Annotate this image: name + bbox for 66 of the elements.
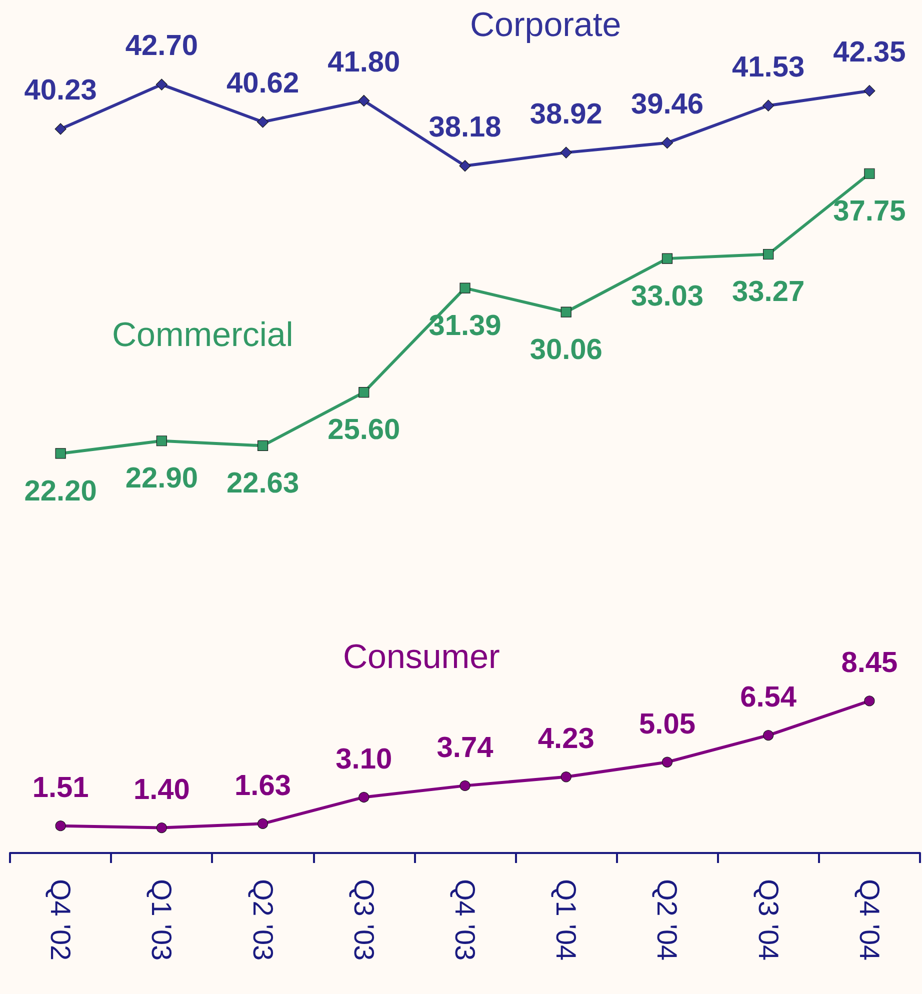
data-label: 42.70: [125, 30, 198, 62]
data-label: 38.92: [530, 98, 602, 130]
point: [257, 818, 268, 829]
point: [560, 772, 572, 782]
data-label: 41.80: [328, 46, 400, 78]
point: [257, 440, 268, 452]
x-tick-label: Q4 '02: [45, 879, 76, 961]
x-tick-label: Q3 '04: [752, 879, 784, 961]
data-label: 37.75: [833, 195, 906, 228]
point: [156, 822, 167, 834]
data-label: 1.51: [32, 772, 89, 804]
data-label: 38.18: [428, 112, 502, 144]
point: [763, 730, 774, 741]
data-label: 33.03: [630, 280, 704, 312]
data-label: 3.74: [436, 732, 494, 764]
x-tick-label: Q2 '03: [247, 879, 278, 961]
text: Consumer: [343, 638, 500, 676]
data-label: 5.05: [638, 708, 696, 740]
x-tick-label: Q4 '04: [854, 879, 885, 961]
data-label: 22.63: [226, 468, 300, 500]
data-label: 6.54: [740, 682, 797, 714]
x-tick-label: Q1 '04: [550, 879, 582, 961]
data-label: 1.40: [133, 774, 190, 806]
point: [864, 696, 875, 706]
data-label: 4.23: [538, 723, 594, 756]
x-tick-label: Q2 '04: [652, 879, 683, 961]
point: [560, 146, 572, 158]
point: [459, 160, 471, 172]
text: Corporate: [470, 6, 622, 44]
data-label: 22.20: [24, 475, 97, 508]
point: [864, 168, 875, 179]
data-label: 30.06: [530, 334, 602, 366]
series-label: Commercial: [112, 316, 294, 354]
point: [358, 94, 370, 107]
point: [358, 386, 370, 398]
data-label: 33.27: [732, 276, 805, 308]
point: [662, 756, 673, 768]
point: [762, 100, 774, 112]
data-label: 8.45: [841, 647, 898, 680]
point: [661, 137, 674, 149]
x-tick-label: Q4 '03: [450, 879, 480, 961]
point: [560, 306, 572, 318]
point: [54, 123, 66, 135]
point: [256, 116, 269, 128]
point: [156, 78, 168, 90]
data-label: 40.62: [226, 68, 300, 100]
point: [763, 248, 774, 260]
data-label: 25.60: [328, 414, 400, 446]
point: [662, 253, 673, 264]
data-label: 40.23: [24, 74, 97, 107]
data-label: 31.39: [428, 310, 502, 342]
data-label: 3.10: [336, 743, 392, 776]
point: [55, 448, 66, 459]
data-label: 1.63: [234, 770, 292, 802]
x-tick-label: Q3 '03: [348, 879, 380, 961]
point: [460, 282, 470, 294]
data-label: 42.35: [833, 36, 906, 69]
point: [358, 792, 370, 803]
x-tick-label: Q1 '03: [146, 879, 178, 961]
data-label: 41.53: [732, 51, 805, 84]
point: [864, 85, 876, 97]
data-label: 22.90: [125, 462, 198, 495]
point: [460, 780, 470, 791]
point: [55, 820, 66, 832]
data-label: 39.46: [630, 88, 704, 121]
point: [156, 436, 167, 446]
